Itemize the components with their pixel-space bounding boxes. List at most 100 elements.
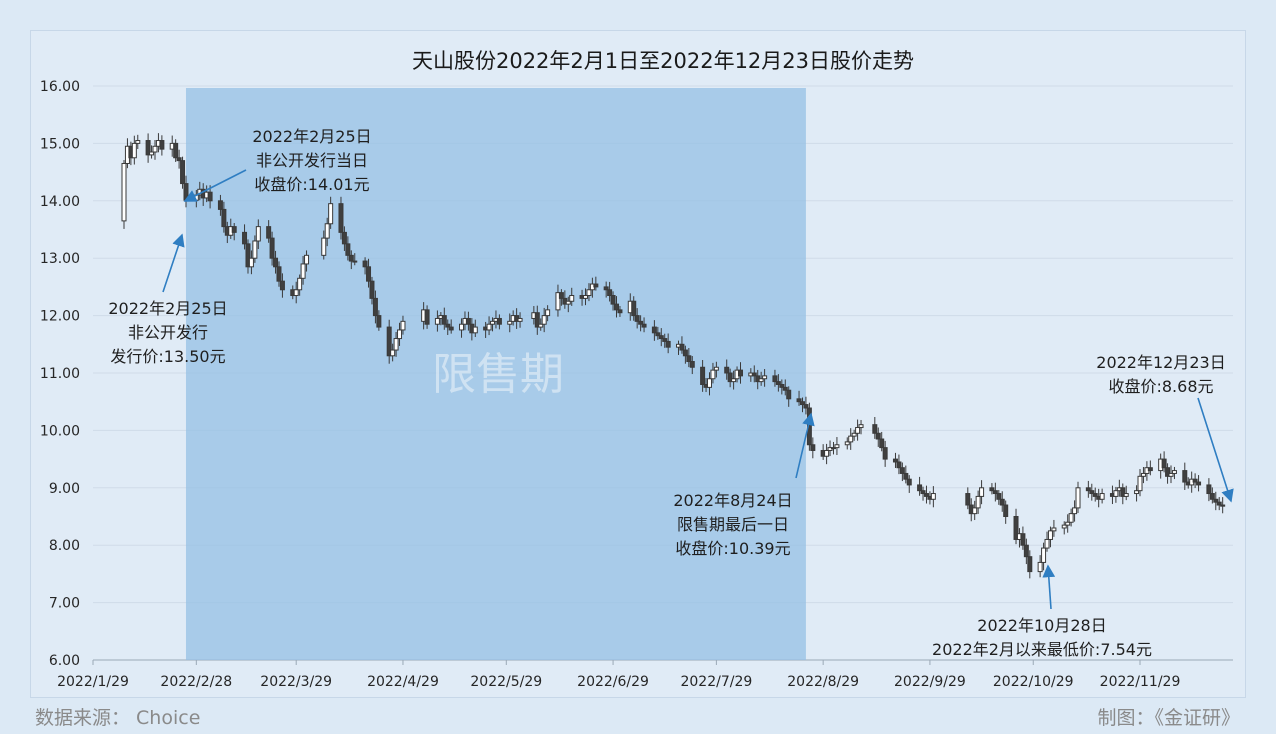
x-tick-label: 2022/1/29 [57, 674, 129, 690]
candle-up [1044, 538, 1050, 549]
candle-up [328, 203, 334, 225]
candle-down [231, 226, 237, 233]
x-tick-label: 2022/2/28 [160, 674, 232, 690]
y-tick-label: 12.00 [40, 309, 80, 325]
candle-down [558, 292, 564, 299]
candle-down [1220, 504, 1226, 507]
candle-down [1085, 487, 1091, 492]
lockup-period-label: 限售期 [432, 349, 564, 400]
candle-down [338, 203, 344, 233]
candle-down [682, 349, 688, 357]
candle-down [269, 237, 275, 259]
candle-up [975, 495, 981, 509]
candle-down [207, 191, 213, 202]
candle-up [972, 507, 978, 515]
candle-down [221, 208, 227, 228]
candle-down [1196, 481, 1202, 486]
candle-up [848, 435, 854, 443]
candle-down [786, 389, 792, 400]
candle-down [1161, 458, 1167, 469]
candle-down [1209, 493, 1215, 500]
candle-down [1092, 493, 1098, 497]
candle-down [348, 254, 354, 262]
candle-down [899, 467, 905, 474]
candle-down [534, 312, 540, 328]
x-tick-label: 2022/3/29 [260, 674, 332, 690]
candle-down [1192, 478, 1198, 483]
candle-up [352, 260, 358, 263]
candle-up [149, 151, 155, 156]
candle-down [424, 309, 430, 325]
candle-down [145, 140, 151, 156]
candle-up [1041, 547, 1047, 563]
candle-down [634, 315, 640, 322]
candle-down [1182, 470, 1188, 483]
candle-down [1147, 467, 1153, 472]
candle-down [1216, 501, 1222, 506]
candle-down [362, 260, 368, 268]
candle-up [1037, 561, 1043, 573]
candle-down [686, 355, 692, 363]
annotation-text: 2022年12月23日收盘价:8.68元 [1096, 353, 1225, 396]
x-tick-label: 2022/5/29 [470, 674, 542, 690]
candle-up [1113, 490, 1119, 497]
candle-down [879, 438, 885, 449]
candle-up [844, 441, 850, 446]
annotation-arrow [1042, 564, 1056, 610]
candle-down [662, 338, 668, 342]
candle-up [979, 487, 985, 497]
candle-down [607, 289, 613, 297]
y-tick-label: 6.00 [49, 653, 80, 669]
candle-down [727, 372, 733, 383]
credit-label: 制图：《金证研》 [1097, 707, 1240, 729]
candle-down [176, 157, 182, 162]
annotation-text: 2022年2月25日非公开发行当日收盘价:14.01元 [252, 127, 371, 194]
candle-down [996, 493, 1002, 500]
candle-up [538, 323, 544, 328]
candle-down [875, 432, 881, 440]
candle-down [1089, 490, 1095, 495]
candle-down [906, 478, 912, 486]
candle-down [992, 490, 998, 495]
candle-down [593, 283, 599, 288]
annotation-text: 2022年2月25日非公开发行发行价:13.50元 [108, 299, 227, 366]
candle-down [917, 484, 923, 492]
candle-down [159, 140, 165, 150]
candle-down [276, 266, 282, 282]
candle-down [273, 257, 279, 268]
annotation-arrow [162, 233, 185, 293]
candle-down [772, 375, 778, 383]
candle-down [180, 160, 186, 185]
candle-up [121, 162, 127, 222]
candle-up [293, 289, 299, 297]
candle-down [610, 295, 616, 305]
candle-up [1061, 524, 1067, 529]
candle-up [731, 378, 737, 383]
candle-up [569, 295, 575, 302]
candle-up [555, 292, 561, 311]
candle-up [507, 320, 513, 325]
candle-up [517, 317, 523, 322]
candle-down [679, 343, 685, 351]
annotation-arrow [1197, 397, 1234, 503]
candle-up [1171, 470, 1177, 474]
candle-up [1051, 527, 1057, 532]
candle-up [397, 329, 403, 340]
candle-up [1072, 507, 1078, 515]
candle-down [775, 381, 781, 385]
candle-up [390, 349, 396, 357]
candle-up [858, 424, 864, 429]
candle-up [1099, 493, 1105, 500]
candle-down [737, 369, 743, 377]
data-source-label: 数据来源： Choice [35, 707, 201, 729]
candle-down [665, 340, 671, 348]
candle-down [617, 309, 623, 314]
candle-down [341, 231, 347, 245]
y-tick-label: 13.00 [40, 251, 80, 267]
candle-up [851, 432, 857, 437]
candle-down [700, 366, 706, 385]
candle-up [304, 254, 310, 265]
candle-down [882, 447, 888, 460]
y-tick-label: 10.00 [40, 423, 80, 439]
candle-down [345, 243, 351, 256]
